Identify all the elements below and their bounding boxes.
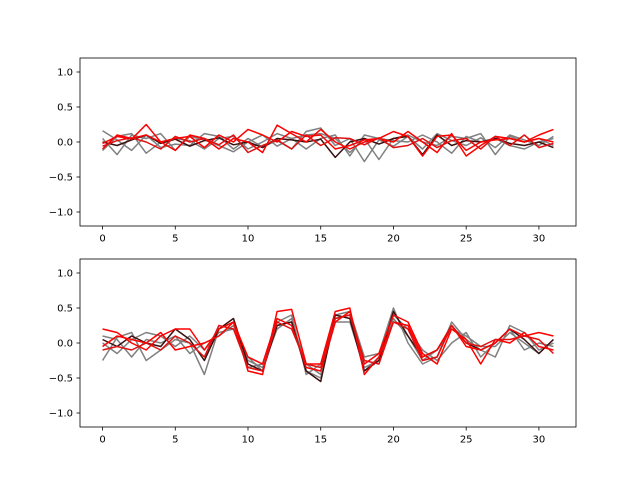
xtick-label-bottom-5: 25 (460, 435, 473, 446)
xtick-label-bottom-6: 30 (533, 435, 546, 446)
series-layer-bottom (101, 307, 554, 383)
xticks-bottom: 0 5 10 15 20 25 30 (99, 427, 545, 446)
ytick-label-bottom-4: 1.0 (57, 269, 73, 280)
subplot-bottom: 0 5 10 15 20 25 30 −1.0 −0.5 0.0 0.5 1.0 (49, 258, 577, 446)
ytick-label-bottom-2: 0.0 (57, 339, 73, 350)
xtick-label-top-1: 5 (172, 234, 178, 245)
xticks-top: 0 5 10 15 20 25 30 (99, 226, 545, 245)
xtick-label-top-6: 30 (533, 234, 546, 245)
series-line-top-6 (102, 134, 554, 154)
series-line-top-3 (102, 134, 554, 159)
series-line-bottom-5 (102, 310, 554, 372)
xtick-label-bottom-3: 15 (314, 435, 327, 446)
series-layer-top (101, 123, 554, 163)
ytick-label-top-0: −1.0 (49, 208, 73, 219)
ytick-label-bottom-0: −1.0 (49, 409, 73, 420)
yticks-bottom: −1.0 −0.5 0.0 0.5 1.0 (49, 269, 80, 420)
series-line-bottom-4 (102, 307, 554, 376)
xtick-label-bottom-1: 5 (172, 435, 178, 446)
xtick-label-bottom-4: 20 (387, 435, 400, 446)
xtick-label-top-2: 10 (242, 234, 255, 245)
series-line-bottom-6 (102, 314, 554, 372)
ytick-label-top-4: 1.0 (57, 68, 73, 79)
yticks-top: −1.0 −0.5 0.0 0.5 1.0 (49, 68, 80, 219)
xtick-label-bottom-2: 10 (242, 435, 255, 446)
ytick-label-bottom-1: −0.5 (49, 374, 73, 385)
xtick-label-top-0: 0 (99, 234, 105, 245)
xtick-label-bottom-0: 0 (99, 435, 105, 446)
ytick-label-top-3: 0.5 (57, 103, 73, 114)
xtick-label-top-4: 20 (387, 234, 400, 245)
ytick-label-top-1: −0.5 (49, 173, 73, 184)
xtick-label-top-3: 15 (314, 234, 327, 245)
xtick-label-top-5: 25 (460, 234, 473, 245)
ytick-label-top-2: 0.0 (57, 138, 73, 149)
subplot-top: 0 5 10 15 20 25 30 −1.0 −0.5 0.0 0.5 1.0 (49, 57, 577, 245)
ytick-label-bottom-3: 0.5 (57, 304, 73, 315)
